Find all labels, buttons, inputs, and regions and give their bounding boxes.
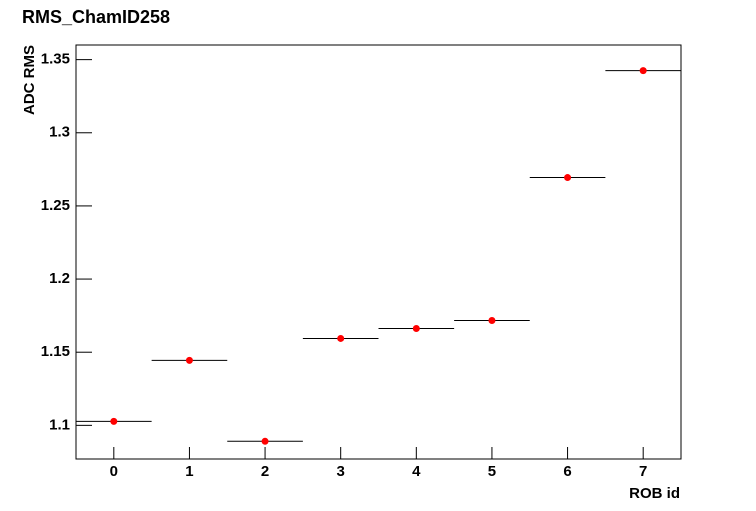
x-tick-label: 5 (488, 463, 496, 480)
y-tick-label: 1.25 (41, 197, 70, 214)
x-tick-label: 3 (337, 463, 345, 480)
y-axis-label: ADC RMS (21, 45, 38, 115)
data-point (110, 417, 118, 425)
data-point (412, 325, 420, 333)
data-point (564, 174, 572, 182)
chart-title: RMS_ChamID258 (22, 7, 170, 27)
x-tick-label: 4 (412, 463, 421, 480)
data-point (337, 334, 345, 342)
y-tick-label: 1.2 (49, 270, 70, 287)
y-tick-label: 1.1 (49, 416, 70, 433)
y-tick-label: 1.15 (41, 343, 70, 360)
data-point (488, 316, 496, 324)
x-tick-label: 1 (185, 463, 193, 480)
x-tick-label: 7 (639, 463, 647, 480)
y-tick-label: 1.3 (49, 124, 70, 141)
x-tick-label: 2 (261, 463, 269, 480)
x-axis-label: ROB id (629, 485, 680, 502)
x-tick-label: 6 (563, 463, 571, 480)
x-tick-label: 0 (110, 463, 118, 480)
y-tick-label: 1.35 (41, 51, 70, 68)
data-point (639, 67, 647, 75)
data-point (261, 437, 269, 445)
data-point (185, 356, 193, 364)
plot-frame (75, 44, 682, 460)
